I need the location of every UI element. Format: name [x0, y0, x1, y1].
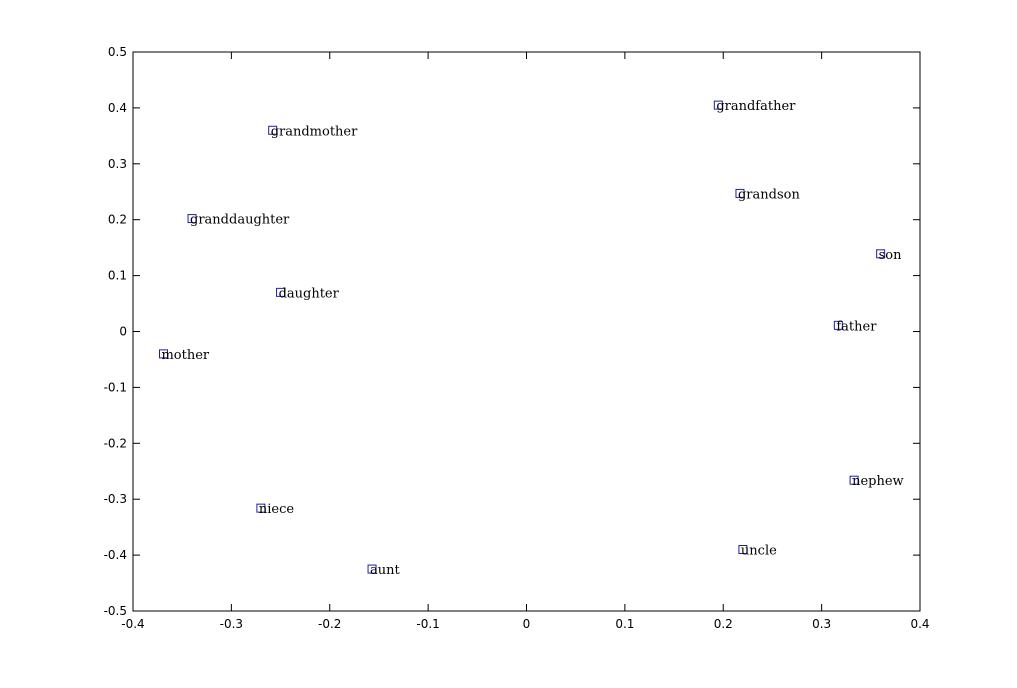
y-tick-label: 0.4 [108, 101, 127, 115]
point-marker-father [833, 320, 843, 330]
plot-area [132, 51, 921, 612]
point-label-granddaughter: granddaughter [190, 213, 290, 228]
x-tick-label: 0 [523, 617, 531, 631]
y-tick-label: 0.2 [108, 213, 127, 227]
point-marker-grandmother [268, 125, 278, 135]
x-tick-label: 0.3 [812, 617, 831, 631]
data-points: grandfather grandmother grandson granddaugh… [158, 99, 904, 578]
point-marker-mother [158, 349, 168, 359]
point-marker-daughter [276, 287, 286, 297]
y-tick-label: -0.2 [104, 436, 127, 450]
point-label-grandson: grandson [738, 187, 800, 202]
point-marker-aunt [367, 564, 377, 574]
x-axis: -0.4 -0.3 -0.2 -0.1 0 0.1 0.2 0.3 0.4 [121, 52, 930, 631]
x-tick-label: -0.1 [416, 617, 439, 631]
x-tick-label: 0.4 [910, 617, 929, 631]
point-marker-grandfather [713, 100, 723, 110]
x-tick-label: -0.3 [220, 617, 243, 631]
point-marker-granddaughter [187, 214, 197, 224]
y-tick-label: 0.1 [108, 269, 127, 283]
point-label-father: father [836, 319, 877, 334]
point-marker-niece [256, 503, 266, 513]
y-tick-label: -0.3 [104, 492, 127, 506]
y-axis: -0.5 -0.4 -0.3 -0.2 -0.1 0 0.1 0.2 0.3 0.4 0.5 [104, 45, 920, 618]
x-tick-label: 0.2 [714, 617, 733, 631]
x-tick-label: -0.4 [121, 617, 144, 631]
point-label-mother: mother [161, 348, 209, 363]
y-tick-label: -0.4 [104, 548, 127, 562]
point-label-aunt: aunt [370, 563, 400, 578]
point-label-son: son [879, 248, 902, 263]
y-tick-label: -0.5 [104, 604, 127, 618]
point-label-daughter: daughter [279, 286, 340, 301]
y-tick-label: -0.1 [104, 380, 127, 394]
point-marker-uncle [738, 545, 748, 555]
y-tick-label: 0 [119, 325, 127, 339]
point-label-uncle: uncle [741, 544, 777, 559]
point-label-grandfather: grandfather [716, 99, 796, 114]
point-marker-son [876, 249, 886, 259]
point-label-niece: niece [259, 502, 295, 517]
y-tick-label: 0.3 [108, 157, 127, 171]
point-marker-nephew [849, 475, 859, 485]
point-label-nephew: nephew [852, 474, 904, 489]
x-tick-label: -0.2 [318, 617, 341, 631]
y-tick-label: 0.5 [108, 45, 127, 59]
x-tick-label: 0.1 [615, 617, 634, 631]
point-marker-grandson [735, 188, 745, 198]
point-label-grandmother: grandmother [271, 124, 358, 139]
